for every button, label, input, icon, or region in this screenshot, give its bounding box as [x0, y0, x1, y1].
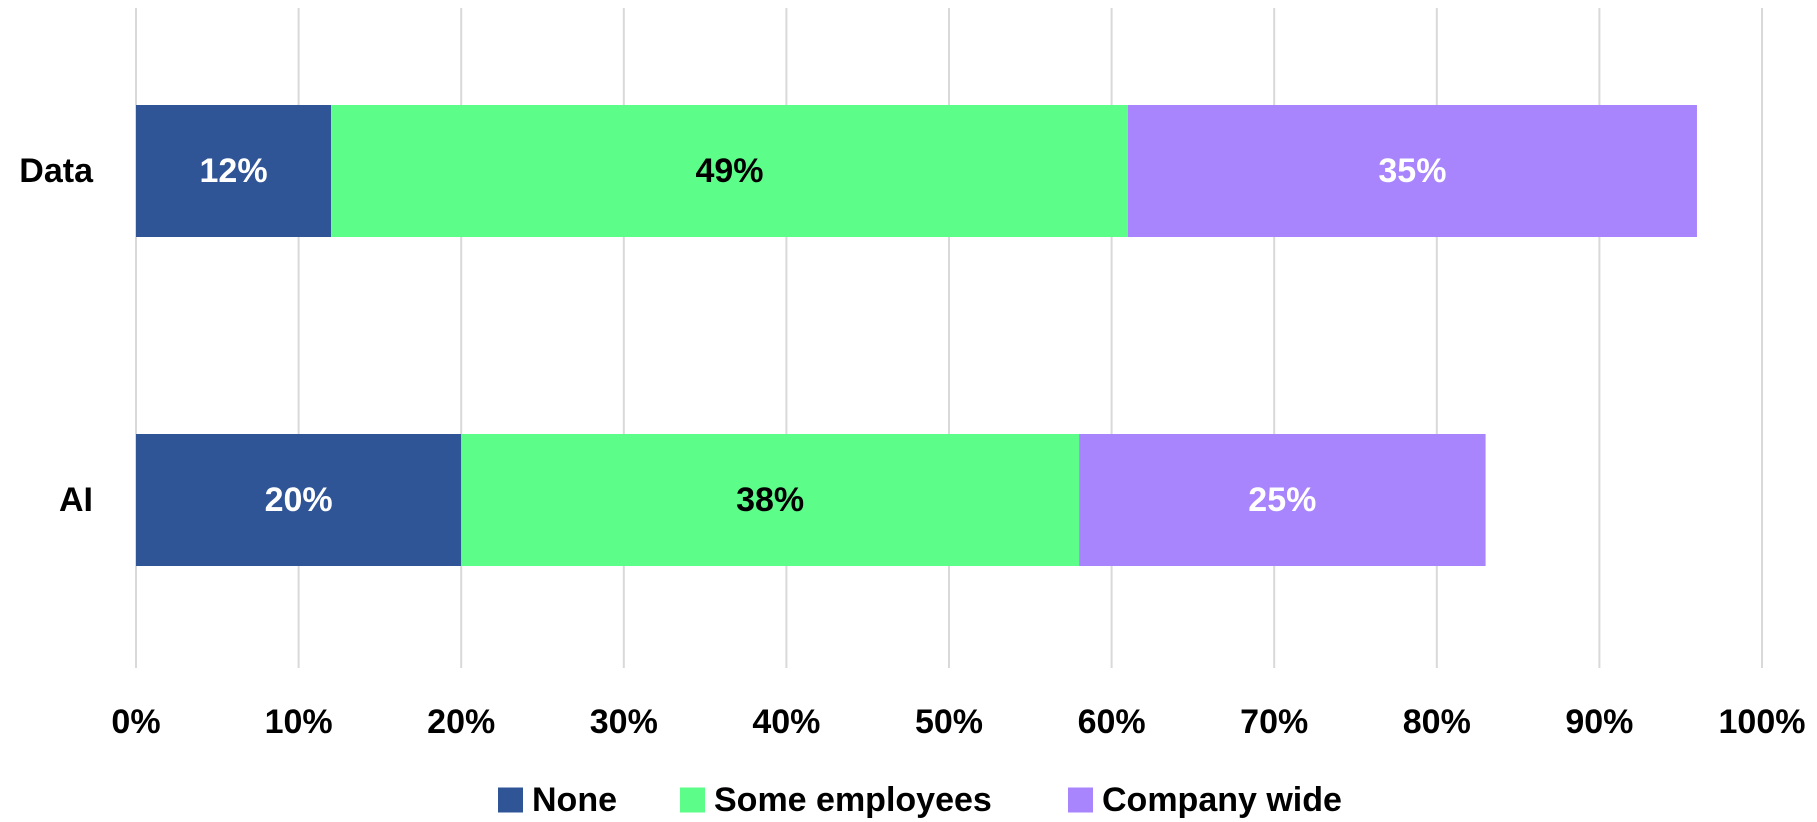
tick-label-100: 100% [1719, 703, 1806, 741]
bar-ai-company-wide [1079, 434, 1486, 566]
data-label-data-some-employees: 49% [695, 152, 763, 190]
data-label-ai-company-wide: 25% [1248, 481, 1316, 519]
data-label-data-none: 12% [200, 152, 268, 190]
bars [136, 105, 1697, 566]
category-label-data: Data [19, 152, 94, 190]
tick-label-80: 80% [1403, 703, 1471, 741]
category-axis: Data AI [19, 152, 94, 519]
tick-label-20: 20% [427, 703, 495, 741]
tick-label-30: 30% [590, 703, 658, 741]
tick-label-60: 60% [1078, 703, 1146, 741]
bar-data-some-employees [331, 105, 1128, 237]
value-axis: 0% 10% 20% 30% 40% 50% 60% 70% 80% 90% 100% [111, 703, 1805, 741]
data-label-data-company-wide: 35% [1378, 152, 1446, 190]
legend: None Some employees Company wide [498, 781, 1342, 819]
data-labels: 12% 49% 35% 20% 38% 25% [200, 152, 1447, 519]
legend-label-company-wide: Company wide [1102, 781, 1342, 819]
tick-label-70: 70% [1240, 703, 1308, 741]
tick-label-0: 0% [111, 703, 160, 741]
legend-label-some-employees: Some employees [714, 781, 992, 819]
bar-ai-some-employees [461, 434, 1080, 566]
legend-swatch-none [498, 787, 523, 813]
legend-swatch-company-wide [1068, 787, 1093, 813]
legend-label-none: None [532, 781, 617, 819]
tick-label-90: 90% [1565, 703, 1633, 741]
bar-data-company-wide [1127, 105, 1697, 237]
tick-label-50: 50% [915, 703, 983, 741]
legend-swatch-some-employees [680, 787, 705, 813]
bar-data-none [136, 105, 332, 237]
data-label-ai-none: 20% [265, 481, 333, 519]
category-label-ai: AI [59, 481, 93, 519]
bar-ai-none [136, 434, 462, 566]
tick-label-40: 40% [752, 703, 820, 741]
tick-label-10: 10% [265, 703, 333, 741]
data-label-ai-some-employees: 38% [736, 481, 804, 519]
